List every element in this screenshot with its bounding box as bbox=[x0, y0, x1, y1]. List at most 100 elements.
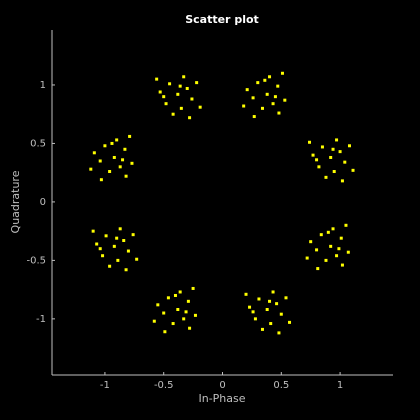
point bbox=[288, 320, 292, 324]
point bbox=[118, 165, 122, 169]
point bbox=[162, 95, 166, 99]
point bbox=[332, 170, 336, 174]
point bbox=[265, 92, 269, 96]
point bbox=[275, 302, 279, 306]
point bbox=[95, 242, 99, 246]
point bbox=[179, 106, 183, 110]
point bbox=[331, 147, 335, 151]
point bbox=[284, 296, 288, 300]
point bbox=[340, 263, 344, 267]
point bbox=[164, 102, 168, 106]
point bbox=[178, 290, 182, 294]
point bbox=[277, 331, 281, 335]
point bbox=[191, 286, 195, 290]
point bbox=[308, 140, 312, 144]
point bbox=[320, 145, 324, 149]
point bbox=[283, 98, 287, 102]
point bbox=[98, 159, 102, 163]
point bbox=[329, 244, 333, 248]
point bbox=[251, 310, 255, 314]
point bbox=[116, 258, 120, 262]
point bbox=[130, 161, 134, 165]
point bbox=[331, 227, 335, 231]
point bbox=[112, 155, 116, 159]
x-tick-label: 0.5 bbox=[273, 380, 289, 391]
point bbox=[324, 175, 328, 179]
point bbox=[184, 310, 188, 314]
point bbox=[252, 115, 256, 119]
point bbox=[166, 296, 170, 300]
point bbox=[135, 257, 139, 261]
point bbox=[316, 267, 320, 271]
point bbox=[155, 77, 159, 81]
point bbox=[91, 229, 95, 233]
y-tick-label: -0.5 bbox=[26, 255, 46, 266]
point bbox=[178, 84, 182, 88]
point bbox=[115, 138, 119, 142]
point bbox=[339, 236, 343, 240]
point bbox=[340, 179, 344, 183]
point bbox=[176, 92, 180, 96]
point bbox=[103, 144, 107, 148]
point bbox=[124, 174, 128, 178]
x-tick-label: 0 bbox=[219, 380, 225, 391]
point bbox=[263, 78, 267, 82]
point bbox=[265, 308, 269, 312]
point bbox=[158, 90, 162, 94]
point bbox=[324, 258, 328, 262]
point bbox=[279, 312, 283, 316]
point bbox=[268, 75, 272, 79]
point bbox=[190, 97, 194, 101]
point bbox=[112, 244, 116, 248]
point bbox=[104, 234, 108, 238]
point bbox=[162, 311, 166, 315]
y-tick-label: 1 bbox=[40, 80, 46, 91]
y-axis-label: Quadrature bbox=[9, 170, 22, 233]
point bbox=[168, 82, 172, 86]
point bbox=[98, 247, 102, 251]
point bbox=[346, 250, 350, 254]
point bbox=[122, 239, 126, 243]
point bbox=[260, 106, 264, 110]
point bbox=[271, 290, 275, 294]
point bbox=[171, 112, 175, 116]
point bbox=[123, 147, 127, 151]
point bbox=[242, 104, 246, 108]
point bbox=[128, 134, 132, 138]
point bbox=[305, 256, 309, 260]
point bbox=[248, 305, 252, 309]
y-tick-label: -1 bbox=[36, 314, 46, 325]
point bbox=[182, 75, 186, 79]
point bbox=[152, 319, 156, 323]
point bbox=[251, 96, 255, 100]
point bbox=[257, 297, 261, 301]
point bbox=[277, 111, 281, 115]
point bbox=[337, 247, 341, 251]
point bbox=[163, 330, 167, 334]
point bbox=[126, 249, 130, 253]
point bbox=[260, 327, 264, 331]
point bbox=[315, 158, 319, 162]
point bbox=[268, 299, 272, 303]
point bbox=[244, 292, 248, 296]
point bbox=[176, 308, 180, 312]
point bbox=[253, 317, 257, 321]
point bbox=[188, 326, 192, 330]
point bbox=[124, 268, 128, 272]
x-tick-label: -0.5 bbox=[154, 380, 174, 391]
x-tick-label: 1 bbox=[337, 380, 343, 391]
point bbox=[319, 233, 323, 237]
x-axis-label: In-Phase bbox=[198, 392, 245, 405]
point bbox=[351, 168, 355, 172]
point bbox=[188, 116, 192, 120]
point bbox=[182, 317, 186, 321]
point bbox=[186, 299, 190, 303]
point bbox=[108, 264, 112, 268]
point bbox=[173, 293, 177, 297]
point bbox=[338, 150, 342, 154]
point bbox=[344, 223, 348, 227]
point bbox=[335, 138, 339, 142]
